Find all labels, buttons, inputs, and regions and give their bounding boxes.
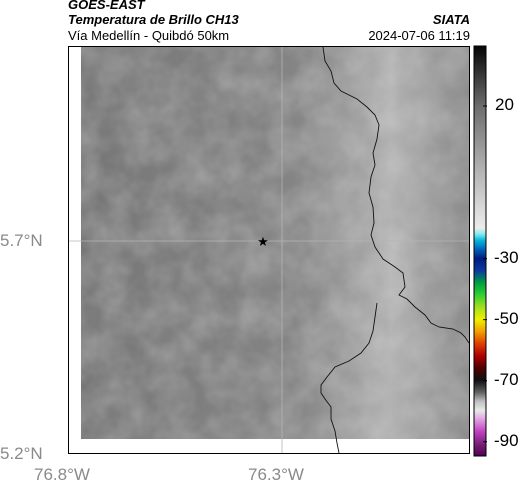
lat-tick-5-2: 5.2°N [0,444,43,463]
org-label: SIATA [432,12,470,27]
colorbar-tick-label: 20 [495,95,514,115]
lon-tick-76-3: 76.3°W [248,465,304,484]
colorbar-tick-label: -90 [494,430,519,450]
municipal-border [320,302,378,453]
station-star-icon: ★ [257,235,269,250]
datetime-label: 2024-07-06 11:19 [368,28,470,43]
colorbar-gradient [473,45,487,457]
colorbar [473,45,487,457]
region-label: Vía Medellín - Quibdó 50km [68,28,230,43]
colorbar-tick-label: -30 [494,247,519,267]
lon-tick-76-8: 76.8°W [34,465,90,484]
map-frame: ★ [68,46,470,454]
map-canvas: ★ [69,47,469,453]
colorbar-tick-label: -50 [494,308,519,328]
product-title: Temperatura de Brillo CH13 [68,12,239,27]
cloud-brightening [81,47,469,439]
colorbar-tick-label: -70 [494,369,519,389]
lat-tick-5-7: 5.7°N [0,231,43,250]
satellite-title: GOES-EAST [68,0,145,12]
department-border [322,47,469,344]
